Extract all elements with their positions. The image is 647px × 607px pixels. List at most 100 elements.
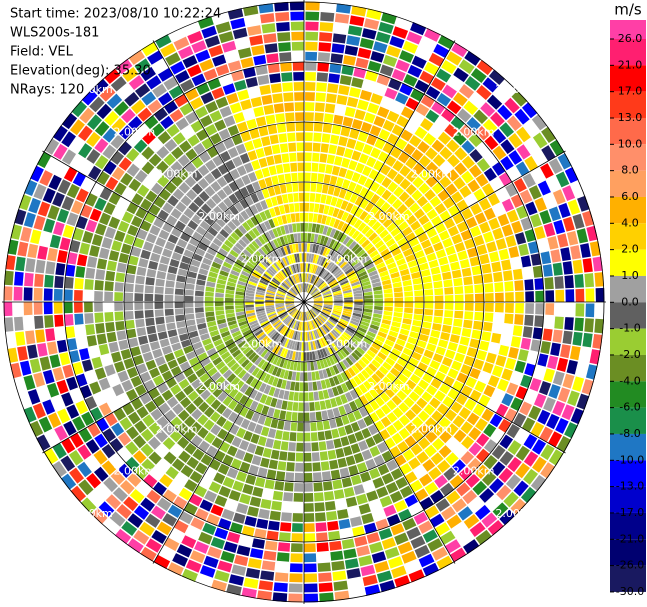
radar-gate bbox=[347, 25, 363, 37]
radar-gate bbox=[63, 420, 77, 436]
radar-gate bbox=[94, 154, 109, 170]
radar-gate bbox=[214, 297, 224, 302]
radar-gate bbox=[461, 267, 472, 277]
radar-gate bbox=[322, 348, 328, 357]
radar-gate bbox=[191, 214, 203, 225]
radar-gate bbox=[254, 391, 263, 402]
radar-gate bbox=[211, 261, 222, 270]
radar-gate bbox=[418, 379, 429, 390]
radar-gate bbox=[75, 266, 86, 278]
radar-gate bbox=[304, 222, 309, 232]
radar-gate bbox=[203, 215, 215, 226]
radar-gate bbox=[265, 305, 275, 308]
colorbar-segment bbox=[610, 275, 646, 303]
radar-gate bbox=[513, 178, 527, 193]
radar-gate bbox=[321, 184, 329, 194]
radar-gate bbox=[354, 398, 364, 409]
radar-gate bbox=[467, 179, 481, 193]
radar-gate bbox=[267, 267, 276, 275]
radar-gate bbox=[185, 283, 195, 290]
radar-gate bbox=[310, 432, 318, 442]
radar-gate bbox=[534, 225, 546, 240]
radar-gate bbox=[254, 445, 265, 456]
radar-gate bbox=[241, 372, 251, 382]
radar-gate bbox=[72, 171, 87, 187]
radar-gate bbox=[35, 259, 46, 274]
radar-gate bbox=[368, 362, 378, 373]
radar-gate bbox=[231, 217, 241, 227]
radar-gate bbox=[388, 242, 399, 252]
radar-gate bbox=[231, 564, 247, 576]
radar-gate bbox=[28, 197, 41, 214]
radar-gate bbox=[279, 312, 288, 319]
radar-gate bbox=[430, 77, 446, 91]
radar-gate bbox=[318, 441, 327, 451]
radar-gate bbox=[251, 44, 265, 56]
radar-gate bbox=[171, 174, 183, 187]
radar-gate bbox=[466, 412, 480, 426]
radar-gate bbox=[267, 312, 277, 318]
radar-gate bbox=[133, 505, 150, 520]
colorbar-label: -21.0 bbox=[616, 532, 644, 545]
radar-gate bbox=[258, 382, 267, 393]
radar-gate bbox=[307, 331, 310, 341]
radar-gate bbox=[224, 297, 234, 302]
radar-gate bbox=[281, 72, 293, 82]
radar-gate bbox=[305, 61, 317, 71]
radar-gate bbox=[354, 207, 364, 218]
radar-gate bbox=[178, 182, 191, 194]
radar-gate bbox=[328, 530, 341, 541]
radar-gate bbox=[232, 480, 244, 492]
radar-gate bbox=[284, 316, 292, 325]
radar-gate bbox=[395, 59, 410, 73]
radar-gate bbox=[218, 128, 231, 141]
radar-gate bbox=[204, 35, 221, 48]
radar-gate bbox=[360, 320, 370, 327]
radar-gate bbox=[353, 67, 367, 79]
radar-gate bbox=[177, 268, 188, 277]
radar-gate bbox=[66, 376, 78, 391]
radar-gate bbox=[319, 246, 326, 256]
radar-gate bbox=[341, 538, 355, 550]
radar-gate bbox=[215, 292, 224, 298]
radar-gate bbox=[401, 323, 411, 331]
radar-gate bbox=[311, 289, 319, 296]
radar-gate bbox=[243, 162, 254, 173]
radar-gate bbox=[465, 376, 477, 389]
radar-gate bbox=[548, 431, 563, 448]
radar-gate bbox=[275, 471, 286, 481]
radar-gate bbox=[69, 239, 81, 253]
radar-gate bbox=[213, 205, 224, 217]
radar-gate bbox=[430, 378, 442, 389]
radar-gate bbox=[411, 149, 424, 162]
radar-gate bbox=[127, 224, 139, 237]
radar-gate bbox=[23, 302, 33, 316]
radar-gate bbox=[184, 162, 197, 175]
radar-gate bbox=[350, 421, 361, 433]
radar-gate bbox=[364, 190, 375, 201]
radar-gate bbox=[546, 413, 560, 430]
radar-gate bbox=[435, 249, 447, 259]
radar-gate bbox=[206, 445, 218, 458]
radar-gate bbox=[327, 409, 335, 419]
radar-gate bbox=[370, 50, 385, 63]
radar-gate bbox=[353, 307, 363, 312]
radar-gate bbox=[508, 246, 520, 259]
radar-gate bbox=[414, 226, 425, 237]
radar-gate bbox=[182, 55, 198, 69]
radar-gate bbox=[472, 480, 488, 496]
radar-gate bbox=[304, 513, 315, 522]
radar-gate bbox=[358, 252, 368, 261]
radar-gate bbox=[105, 270, 116, 282]
radar-gate bbox=[163, 537, 180, 552]
radar-gate bbox=[48, 174, 62, 191]
radar-gate bbox=[299, 321, 302, 331]
radar-gate bbox=[304, 132, 313, 142]
radar-gate bbox=[439, 383, 451, 395]
radar-gate bbox=[323, 293, 332, 297]
radar-gate bbox=[174, 295, 184, 302]
radar-gate bbox=[532, 327, 543, 340]
radar-gate bbox=[319, 32, 333, 42]
radar-gate bbox=[265, 114, 276, 125]
radar-gate bbox=[468, 164, 482, 178]
